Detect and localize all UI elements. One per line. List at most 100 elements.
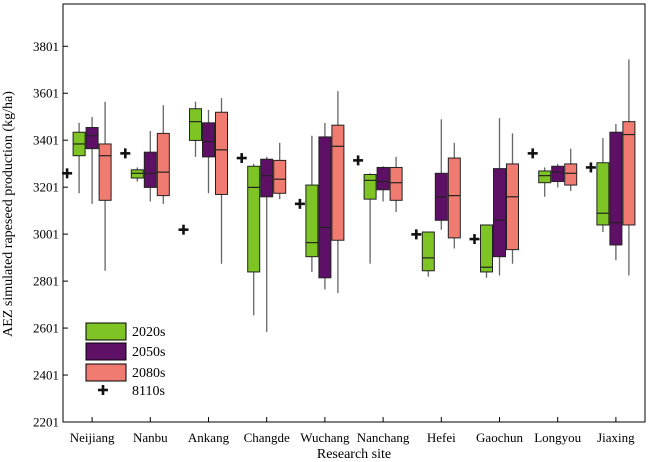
box-iqr (538, 170, 552, 184)
box-iqr (506, 163, 519, 251)
x-tick-label: Gaochun (476, 430, 523, 445)
box-series (72, 59, 636, 332)
plot-frame (62, 3, 646, 423)
box-iqr (447, 157, 461, 239)
x-tick-label: Changde (244, 430, 290, 445)
box-iqr (143, 151, 157, 188)
legend-marker-8110s (98, 385, 108, 395)
x-tick-label: Ankang (188, 430, 230, 445)
reference-markers (62, 148, 596, 245)
box-iqr (318, 136, 332, 279)
legend-label-2080s: 2080s (132, 366, 165, 381)
box-2080s-longyou (564, 148, 578, 191)
box-iqr (273, 159, 287, 194)
box-2020s-hefei (421, 231, 435, 277)
box-iqr (389, 166, 403, 201)
box-2080s-gaochun (506, 133, 519, 264)
y-tick-label: 3601 (33, 86, 59, 101)
marker-8110s-wuchang (294, 198, 305, 209)
marker-8110s-neijiang (62, 168, 73, 179)
box-iqr (596, 162, 610, 226)
y-tick-label: 2801 (33, 274, 59, 289)
box-2020s-nanbu (130, 167, 144, 182)
box-iqr (305, 184, 319, 258)
x-tick-label: Jiaxing (597, 430, 635, 445)
legend-swatch-2080s (85, 363, 127, 382)
x-tick-label: Longyou (534, 430, 581, 445)
box-iqr (189, 108, 202, 141)
y-tick-label: 2201 (33, 415, 59, 430)
box-iqr (202, 122, 215, 158)
x-tick-label: Hefei (427, 430, 456, 445)
box-2020s-neijiang (72, 122, 86, 194)
box-2050s-nanchang (376, 166, 390, 202)
y-axis-ticks: 2201 2401 2601 2801 3001 3201 3401 3601 3801 (33, 39, 68, 430)
box-iqr (493, 168, 506, 258)
x-axis-title: Research site (317, 447, 391, 462)
box-2020s-wuchang (305, 135, 319, 272)
box-iqr (331, 124, 345, 241)
box-2050s-neijiang (85, 116, 99, 204)
box-2020s-ankang (189, 101, 202, 157)
box-iqr (156, 132, 170, 197)
box-2020s-longyou (538, 167, 552, 197)
box-2050s-gaochun (493, 118, 506, 276)
box-2050s-changde (260, 156, 274, 332)
legend-label-2020s: 2020s (132, 325, 165, 340)
box-2050s-nanbu (143, 131, 157, 202)
box-2080s-changde (273, 142, 287, 200)
box-2050s-longyou (551, 163, 565, 188)
box-iqr (421, 231, 435, 272)
legend-label-8110s: 8110s (132, 384, 165, 399)
legend-swatch-2020s (85, 322, 127, 341)
box-2080s-neijiang (98, 101, 112, 271)
marker-8110s-hefei (411, 229, 422, 240)
y-tick-label: 3201 (33, 180, 59, 195)
box-iqr (551, 165, 565, 183)
box-iqr (564, 163, 578, 186)
marker-8110s-jiaxing (585, 162, 596, 173)
box-iqr (363, 173, 377, 200)
y-tick-label: 3801 (33, 39, 59, 54)
y-tick-label: 2401 (33, 368, 59, 383)
box-2080s-ankang (215, 98, 228, 264)
box-iqr (260, 158, 274, 198)
x-tick-label: Wuchang (300, 430, 350, 445)
y-tick-label: 2601 (33, 321, 59, 336)
box-2050s-hefei (434, 119, 448, 230)
box-2020s-changde (247, 163, 261, 316)
x-tick-label: Nanbu (133, 430, 168, 445)
box-2080s-nanchang (389, 156, 403, 213)
marker-8110s-nanchang (353, 155, 364, 166)
box-iqr (85, 127, 99, 150)
x-tick-label: Nanchang (357, 430, 410, 445)
box-iqr (480, 224, 493, 273)
marker-8110s-gaochun (469, 234, 480, 245)
x-axis-tick-labels: Neijiang Nanbu Ankang Changde Wuchang Nanchan… (70, 417, 635, 445)
box-2020s-gaochun (480, 224, 493, 278)
legend-label-2050s: 2050s (132, 345, 165, 360)
marker-8110s-changde (236, 153, 247, 164)
legend: 2020s 2050s 2080s 8110s (85, 322, 165, 399)
box-iqr (376, 166, 390, 191)
y-tick-label: 3001 (33, 227, 59, 242)
box-2080s-jiaxing (622, 59, 636, 276)
y-axis-title: AEZ simulated rapeseed production (kg/ha… (1, 91, 16, 337)
box-2050s-wuchang (318, 122, 332, 290)
box-iqr (215, 111, 228, 195)
y-tick-label: 3401 (33, 133, 59, 148)
box-iqr (609, 131, 623, 246)
marker-8110s-nanbu (120, 148, 131, 159)
box-2050s-ankang (202, 109, 215, 194)
box-2080s-wuchang (331, 91, 345, 294)
box-2080s-nanbu (156, 105, 170, 204)
box-2050s-jiaxing (609, 123, 623, 261)
marker-8110s-longyou (527, 148, 538, 159)
box-iqr (622, 121, 636, 226)
box-2020s-jiaxing (596, 138, 610, 233)
marker-8110s-ankang (178, 224, 189, 235)
box-iqr (247, 165, 261, 273)
legend-swatch-2050s (85, 342, 127, 361)
x-tick-label: Neijiang (70, 430, 115, 445)
box-2080s-hefei (447, 142, 461, 249)
